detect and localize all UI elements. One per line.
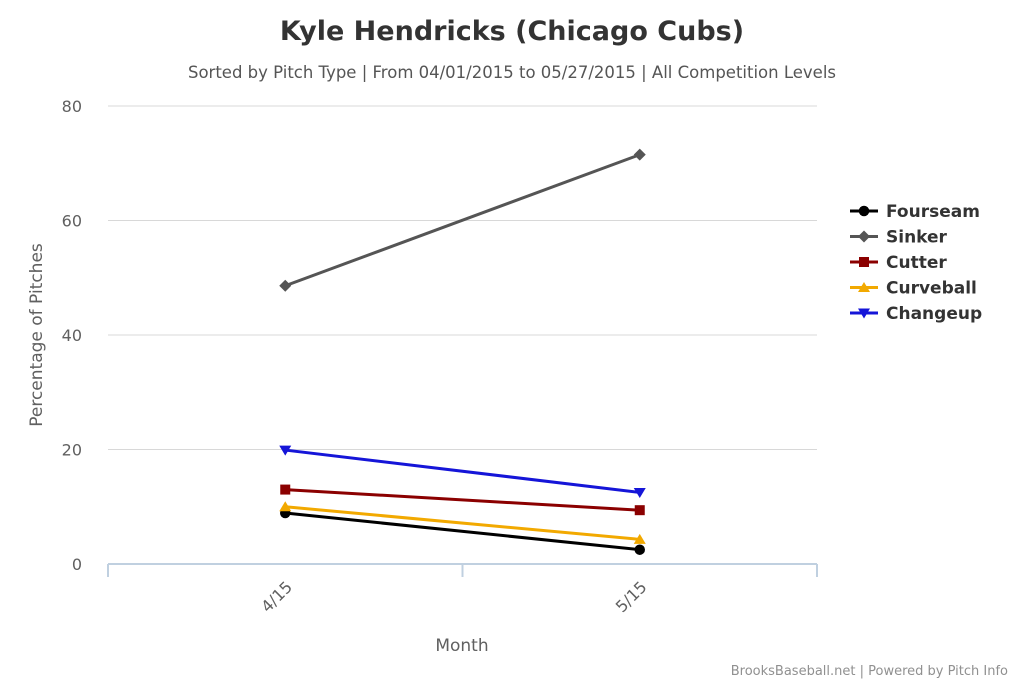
- data-point-sinker[interactable]: [279, 279, 292, 292]
- legend-label: Changeup: [886, 304, 982, 324]
- chart-subtitle: Sorted by Pitch Type | From 04/01/2015 t…: [188, 63, 836, 82]
- data-point-cutter[interactable]: [280, 484, 291, 495]
- y-tick-label: 20: [62, 441, 82, 460]
- legend-item-sinker[interactable]: Sinker: [850, 228, 948, 248]
- y-axis-ticks: 0 20 40 60 80: [62, 97, 82, 574]
- series-line-curveball[interactable]: [285, 505, 640, 541]
- legend-label: Cutter: [886, 253, 947, 273]
- y-tick-label: 0: [72, 555, 82, 574]
- series-sinker: [279, 148, 646, 292]
- legend-marker-sinker: [858, 230, 870, 243]
- legend-marker-curveball: [858, 282, 870, 292]
- data-point-changeup[interactable]: [279, 445, 292, 456]
- series-line-changeup[interactable]: [285, 448, 640, 494]
- series-line-cutter[interactable]: [285, 488, 640, 512]
- data-point-changeup[interactable]: [633, 487, 646, 498]
- gridlines: [108, 105, 817, 450]
- data-point-fourseam[interactable]: [634, 544, 646, 555]
- chart-title: Kyle Hendricks (Chicago Cubs): [280, 16, 744, 47]
- y-tick-label: 60: [62, 212, 82, 231]
- series-fourseam: [280, 507, 646, 555]
- legend-marker-cutter: [859, 257, 869, 267]
- legend-label: Fourseam: [886, 202, 980, 222]
- data-point-sinker[interactable]: [633, 148, 646, 161]
- legend-marker-changeup: [858, 308, 870, 319]
- x-axis: 4/15 5/15: [107, 563, 818, 616]
- series-layer: [279, 148, 646, 555]
- legend-item-cutter[interactable]: Cutter: [850, 253, 947, 273]
- legend-label: Curveball: [886, 279, 977, 299]
- series-line-fourseam[interactable]: [285, 511, 640, 552]
- legend-marker-fourseam: [858, 205, 870, 217]
- series-cutter: [280, 484, 645, 516]
- y-tick-label: 80: [62, 97, 82, 116]
- data-point-cutter[interactable]: [634, 505, 645, 516]
- x-tick-label: 4/15: [257, 577, 296, 616]
- legend-item-fourseam[interactable]: Fourseam: [850, 202, 980, 222]
- legend-label: Sinker: [886, 228, 948, 248]
- legend-item-curveball[interactable]: Curveball: [850, 279, 977, 299]
- legend-item-changeup[interactable]: Changeup: [850, 304, 982, 324]
- series-changeup: [279, 445, 646, 498]
- series-line-sinker[interactable]: [284, 153, 641, 288]
- data-point-curveball[interactable]: [633, 533, 646, 544]
- credits[interactable]: BrooksBaseball.net | Powered by Pitch In…: [731, 664, 1008, 679]
- x-axis-title: Month: [435, 636, 488, 656]
- y-axis-title: Percentage of Pitches: [27, 243, 47, 427]
- series-curveball: [279, 501, 646, 544]
- legend: Fourseam Sinker Cutter Curveball Changeup: [850, 202, 982, 324]
- y-tick-label: 40: [62, 326, 82, 345]
- x-tick-label: 5/15: [612, 577, 651, 616]
- data-point-curveball[interactable]: [279, 501, 292, 512]
